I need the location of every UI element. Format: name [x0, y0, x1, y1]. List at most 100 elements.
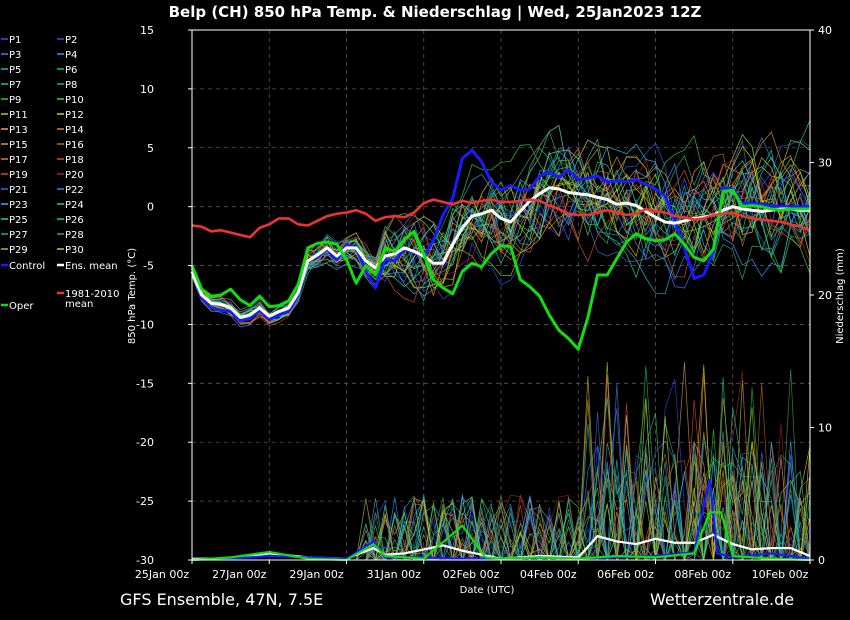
legend-label: P6: [65, 65, 77, 76]
legend-entry: Control: [1, 261, 45, 272]
legend-entry: P18: [57, 155, 84, 166]
chart-series: [190, 148, 811, 562]
y-tick-label: -10: [136, 318, 154, 331]
legend-label: P15: [9, 140, 28, 151]
legend-label: P22: [65, 185, 84, 196]
legend-label: P25: [9, 215, 28, 226]
y2-tick-label: 10: [818, 422, 832, 435]
legend-entry: P6: [57, 65, 77, 76]
x-axis-ticks: 25Jan 00z 27Jan 00z 29Jan 00z 31Jan 00z 02Fe…: [135, 560, 811, 581]
y-tick-label: 5: [147, 142, 154, 155]
y2-tick-label: 30: [818, 157, 832, 170]
legend-label: P1: [9, 35, 21, 46]
legend-label: P10: [65, 95, 84, 106]
y-tick-label: 15: [140, 24, 154, 37]
x-tick-label: 08Feb 00z: [674, 568, 731, 581]
legend-entry: P13: [1, 125, 28, 136]
legend-label: P11: [9, 110, 28, 121]
x-tick-label: 31Jan 00z: [367, 568, 421, 581]
legend-entry: P28: [57, 230, 84, 241]
y-tick-label: -15: [136, 377, 154, 390]
legend-label: mean: [65, 299, 93, 310]
y-axis-ticks: 15 10 5 0 -5 -10 -15 -20 -25 -30: [136, 24, 192, 567]
legend-label: Control: [9, 261, 45, 272]
chart-legend: P1 P2 P3 P4 P5 P6 P7 P8 P9 P10 P11 P12 P13 P14 P15 P16 P…: [1, 35, 120, 312]
y2-tick-label: 40: [818, 24, 832, 37]
x-tick-label: 04Feb 00z: [520, 568, 577, 581]
legend-entry: P30: [57, 245, 84, 256]
legend-entry: P7: [1, 80, 21, 91]
legend-label: P24: [65, 200, 84, 211]
legend-label: P19: [9, 170, 28, 181]
legend-label: P23: [9, 200, 28, 211]
legend-entry: Oper: [1, 301, 34, 312]
y-tick-label: 0: [147, 201, 154, 214]
legend-entry: P25: [1, 215, 28, 226]
legend-entry: P1: [1, 35, 21, 46]
legend-label: P17: [9, 155, 28, 166]
y-tick-label: -5: [143, 260, 154, 273]
x-tick-label: 27Jan 00z: [212, 568, 266, 581]
legend-entry: P16: [57, 140, 84, 151]
legend-entry: P19: [1, 170, 28, 181]
legend-entry: P3: [1, 50, 21, 61]
legend-entry: P4: [57, 50, 77, 61]
legend-label: P2: [65, 35, 77, 46]
legend-entry: P23: [1, 200, 28, 211]
x-tick-label: 25Jan 00z: [135, 568, 189, 581]
x-tick-label: 02Feb 00z: [443, 568, 500, 581]
y-tick-label: -20: [136, 436, 154, 449]
legend-label: Ens. mean: [65, 261, 118, 272]
legend-entry: P8: [57, 80, 77, 91]
x-tick-label: 10Feb 00z: [752, 568, 809, 581]
member-temp-line: [191, 134, 811, 320]
legend-label: Oper: [9, 301, 34, 312]
legend-entry: P20: [57, 170, 84, 181]
footer-model-info: GFS Ensemble, 47N, 7.5E: [120, 590, 323, 609]
x-tick-label: 06Feb 00z: [597, 568, 654, 581]
legend-entry: P12: [57, 110, 84, 121]
legend-label: P9: [9, 95, 21, 106]
legend-label: P12: [65, 110, 84, 121]
y-tick-label: -30: [136, 554, 154, 567]
y-tick-label: -25: [136, 495, 154, 508]
legend-entry: P17: [1, 155, 28, 166]
series-line-oper: [190, 188, 810, 351]
legend-label: P4: [65, 50, 77, 61]
legend-entry: P22: [57, 185, 84, 196]
legend-label: P18: [65, 155, 84, 166]
legend-label: P7: [9, 80, 21, 91]
legend-label: P5: [9, 65, 21, 76]
legend-label: P27: [9, 230, 28, 241]
y2-axis-label: Niederschlag (mm): [835, 248, 846, 344]
legend-entry: P21: [1, 185, 28, 196]
legend-label: P30: [65, 245, 84, 256]
series-line-1981-2010-mean: [191, 198, 811, 239]
y2-tick-label: 20: [818, 289, 832, 302]
legend-entry: Ens. mean: [57, 261, 118, 272]
legend-label: P16: [65, 140, 84, 151]
legend-entry: P9: [1, 95, 21, 106]
footer-source: Wetterzentrale.de: [650, 590, 794, 609]
precip-line-oper: [191, 511, 811, 562]
legend-entry: P15: [1, 140, 28, 151]
legend-label: P20: [65, 170, 84, 181]
legend-label: P21: [9, 185, 28, 196]
legend-entry: P24: [57, 200, 84, 211]
legend-entry: P14: [57, 125, 84, 136]
legend-label: P14: [65, 125, 84, 136]
legend-label: P8: [65, 80, 77, 91]
legend-entry: P26: [57, 215, 84, 226]
legend-label: P3: [9, 50, 21, 61]
y2-axis-ticks: 40 30 20 10 0: [810, 24, 832, 567]
legend-entry: P2: [57, 35, 77, 46]
legend-entry: P27: [1, 230, 28, 241]
y2-tick-label: 0: [818, 554, 825, 567]
y-axis-label: 850 hPa Temp. (°C): [127, 248, 138, 344]
legend-entry: P10: [57, 95, 84, 106]
chart-title: Belp (CH) 850 hPa Temp. & Niederschlag |…: [169, 3, 702, 22]
legend-label: 1981-2010: [65, 289, 120, 300]
legend-entry: P29: [1, 245, 28, 256]
